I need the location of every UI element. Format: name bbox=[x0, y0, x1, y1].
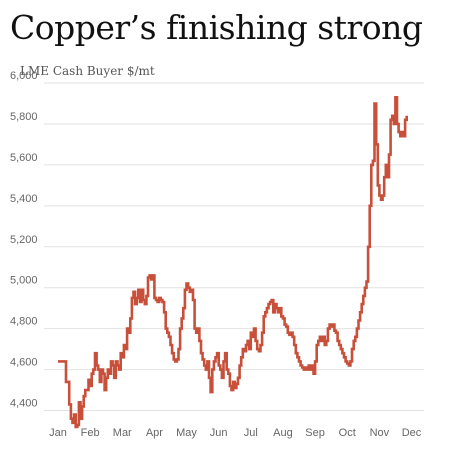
x-tick-label: Aug bbox=[273, 427, 293, 439]
x-tick-label: Oct bbox=[339, 427, 356, 439]
series-layer bbox=[58, 96, 408, 429]
y-tick-label: 4,600 bbox=[10, 357, 38, 369]
x-tick-label: Nov bbox=[370, 427, 390, 439]
x-tick-label: May bbox=[176, 427, 197, 439]
y-axis: 4,400 4,600 4,800 5,000 5,200 5,400 5,600 5,800… bbox=[10, 70, 38, 410]
x-tick-label: Jan bbox=[49, 427, 67, 439]
x-tick-label: Sep bbox=[305, 427, 325, 439]
x-tick-label: Jul bbox=[244, 427, 258, 439]
y-tick-label: 5,200 bbox=[10, 234, 38, 246]
x-tick-label: Dec bbox=[402, 427, 422, 439]
y-tick-label: 5,600 bbox=[10, 152, 38, 164]
y-tick-label: 5,400 bbox=[10, 193, 38, 205]
y-tick-label: 4,800 bbox=[10, 316, 38, 328]
y-tick-label: 5,800 bbox=[10, 111, 38, 123]
chart-subtitle: LME Cash Buyer $/mt bbox=[20, 64, 155, 78]
price-line bbox=[58, 96, 408, 429]
y-tick-label: 5,000 bbox=[10, 275, 38, 287]
x-tick-label: Feb bbox=[81, 427, 100, 439]
chart-title: Copper’s finishing strong bbox=[10, 8, 423, 47]
x-tick-label: Mar bbox=[113, 427, 132, 439]
y-tick-label: 4,400 bbox=[10, 398, 38, 410]
y-tick-label: 6,000 bbox=[10, 70, 38, 82]
x-tick-label: Jun bbox=[210, 427, 228, 439]
x-axis: Jan Feb Mar Apr May Jun Jul Aug Sep Oct Nov Dec bbox=[49, 427, 422, 439]
gridlines bbox=[44, 82, 424, 412]
x-tick-label: Apr bbox=[146, 427, 163, 439]
